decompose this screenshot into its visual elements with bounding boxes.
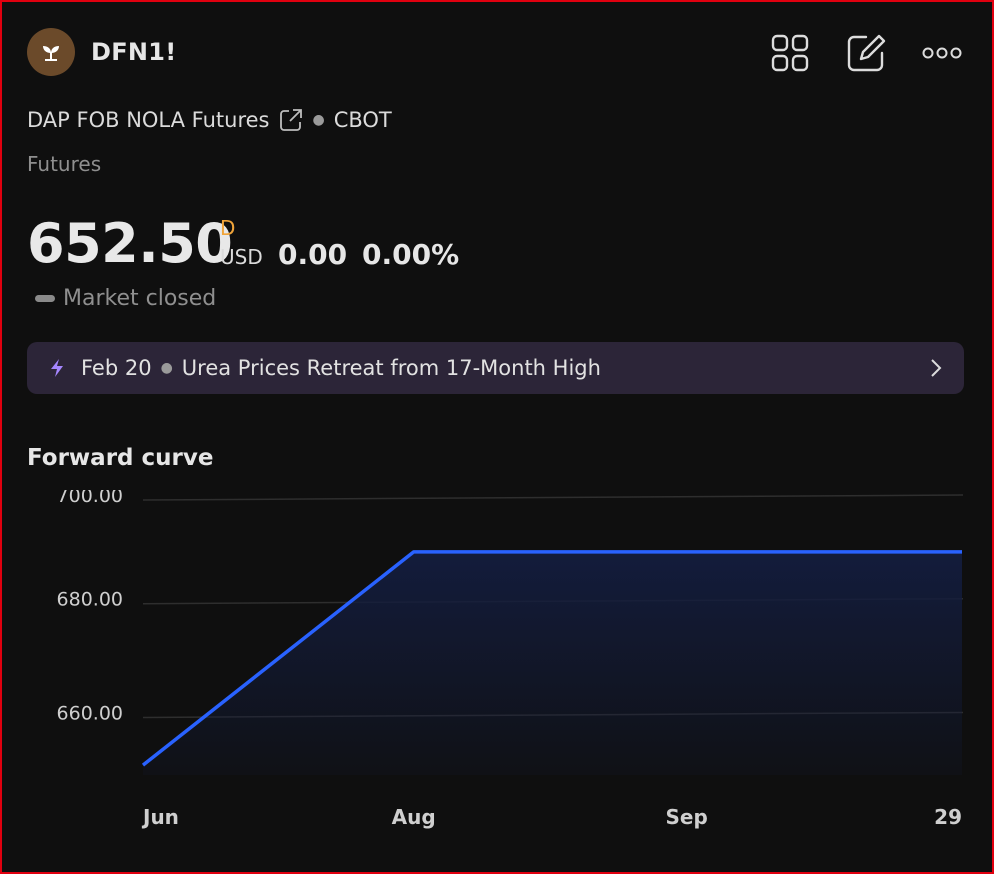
x-tick-label: 29 — [934, 805, 962, 829]
last-price: 652.50 — [27, 212, 233, 275]
price-change: 0.00 — [278, 238, 348, 271]
curve-line — [141, 550, 962, 767]
curve-area-fill — [143, 551, 962, 775]
lightning-icon — [49, 358, 65, 378]
delay-flag: D — [220, 216, 236, 240]
separator-dot: ● — [312, 112, 325, 128]
forward-curve-chart: 700.00 680.00 660.00 Jun Aug Sep 29 — [57, 485, 964, 829]
news-banner[interactable]: Feb 20 ● Urea Prices Retreat from 17-Mon… — [27, 342, 964, 394]
price-change-percent: 0.00% — [362, 238, 460, 271]
x-tick-label: Jun — [141, 805, 179, 829]
news-date: Feb 20 — [81, 356, 152, 380]
more-dots-icon — [922, 47, 962, 59]
edit-note-button[interactable] — [846, 33, 886, 73]
symbol-logo — [27, 28, 75, 76]
market-closed-icon — [35, 295, 55, 302]
x-tick-label: Aug — [392, 805, 436, 829]
instrument-name[interactable]: DAP FOB NOLA Futures — [27, 108, 270, 132]
grid-line — [142, 494, 964, 501]
news-headline: Urea Prices Retreat from 17-Month High — [181, 356, 601, 380]
exchange-name[interactable]: CBOT — [333, 108, 392, 132]
edit-note-icon — [847, 34, 886, 72]
separator-dot: ● — [160, 360, 173, 376]
chevron-right-icon — [930, 357, 942, 384]
ticker-symbol: DFN1! — [91, 38, 177, 66]
layout-grid-button[interactable] — [770, 33, 810, 73]
seedling-icon — [43, 46, 59, 61]
market-status: Market closed — [35, 286, 216, 311]
more-options-button[interactable] — [922, 33, 962, 73]
layout-grid-icon — [771, 34, 809, 72]
external-link-icon[interactable] — [279, 108, 303, 132]
y-tick-label: 660.00 — [57, 702, 123, 724]
instrument-type: Futures — [27, 152, 102, 176]
forward-curve-title: Forward curve — [27, 445, 214, 471]
y-tick-label: 700.00 — [57, 485, 123, 507]
y-tick-label: 680.00 — [57, 589, 123, 611]
instrument-row: DAP FOB NOLA Futures ● CBOT — [27, 108, 392, 132]
market-status-label: Market closed — [63, 286, 217, 311]
x-tick-label: Sep — [666, 805, 708, 829]
price-currency: USD — [220, 245, 263, 269]
